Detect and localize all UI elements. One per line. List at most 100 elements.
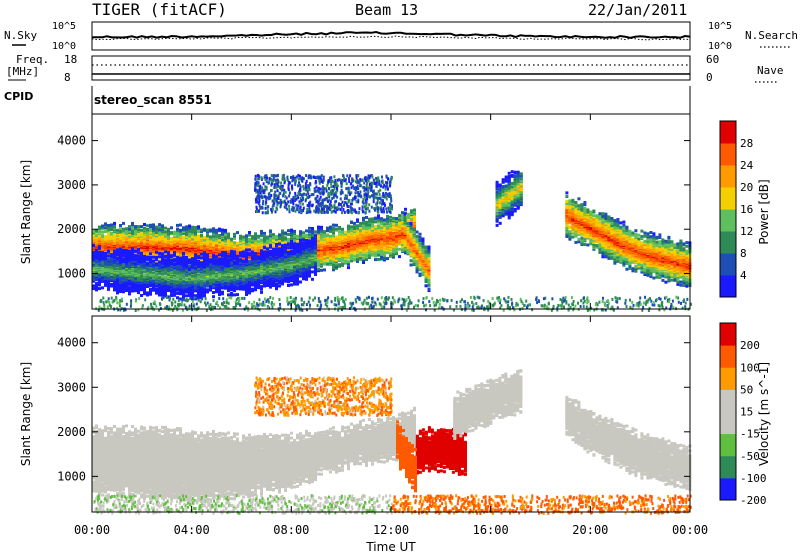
scatter-cell — [302, 235, 305, 238]
scatter-cell — [200, 234, 203, 237]
scatter-cell — [215, 229, 218, 232]
scatter-cell — [392, 222, 395, 225]
scatter-cell — [107, 232, 110, 235]
scatter-cell — [383, 219, 386, 222]
scatter-cell — [173, 238, 176, 241]
scatter-cell — [374, 225, 377, 228]
scatter-cell — [197, 234, 200, 237]
nsky-tick-top: 10^5 — [52, 21, 76, 32]
scatter-cell — [158, 236, 161, 239]
scatter-cell — [227, 239, 230, 242]
scatter-cell — [143, 227, 146, 230]
scatter-cell — [131, 222, 134, 225]
scatter-cell — [368, 218, 371, 221]
freq-panel: Freq. [MHz] 18 8 60 0 Nave — [6, 53, 784, 84]
scatter-cell — [113, 222, 116, 225]
scatter-cell — [221, 233, 224, 236]
scatter-cell — [125, 231, 128, 234]
scatter-cell — [323, 241, 326, 244]
scatter-cell — [311, 227, 314, 230]
scatter-cell — [365, 258, 368, 261]
scatter-cell — [350, 225, 353, 228]
scatter-cell — [206, 229, 209, 232]
scatter-cell — [227, 233, 230, 236]
scatter-cell — [377, 219, 380, 222]
scatter-cell — [356, 224, 359, 227]
scatter-cell — [308, 230, 311, 233]
scatter-cell — [149, 229, 152, 232]
scatter-cell — [248, 231, 251, 234]
scatter-cell — [170, 226, 173, 229]
scatter-cell — [281, 233, 284, 236]
scatter-cell — [374, 220, 377, 223]
scatter-cell — [185, 225, 188, 228]
scatter-cell — [212, 235, 215, 238]
scatter-cell — [398, 248, 401, 251]
scatter-cell — [305, 229, 308, 232]
scatter-cell — [368, 252, 371, 255]
scatter-cell — [332, 224, 335, 227]
scatter-cell — [158, 226, 161, 229]
scatter-cell — [272, 239, 275, 242]
scatter-cell — [389, 216, 392, 219]
scatter-cell — [188, 225, 191, 228]
scatter-cell — [347, 263, 350, 266]
scatter-cell — [287, 238, 290, 241]
scatter-cell — [236, 231, 239, 234]
cpid-value: stereo_scan 8551 — [94, 93, 212, 108]
scatter-cell — [350, 221, 353, 224]
scatter-cell — [152, 223, 155, 226]
scatter-cell — [176, 232, 179, 235]
scatter-cell — [362, 257, 365, 260]
scatter-cell — [398, 214, 401, 217]
scatter-cell — [314, 230, 317, 233]
scatter-cell — [404, 208, 407, 211]
scatter-cell — [137, 234, 140, 237]
scatter-cell — [356, 218, 359, 221]
power-data — [92, 170, 692, 312]
scatter-cell — [395, 217, 398, 220]
scatter-cell — [179, 229, 182, 232]
scatter-cell — [128, 228, 131, 231]
scatter-cell — [245, 234, 248, 237]
scatter-cell — [209, 235, 212, 238]
scatter-cell — [272, 233, 275, 236]
scatter-cell — [137, 225, 140, 228]
scatter-cell — [164, 230, 167, 233]
scatter-cell — [218, 228, 221, 231]
scatter-cell — [176, 228, 179, 231]
scatter-cell — [119, 227, 122, 230]
scatter-cell — [224, 233, 227, 236]
scatter-cell — [371, 217, 374, 220]
scatter-cell — [299, 230, 302, 233]
scatter-cell — [104, 235, 107, 238]
scatter-cell — [362, 217, 365, 220]
scatter-cell — [203, 236, 206, 239]
scatter-cell — [137, 228, 140, 231]
scatter-cell — [191, 226, 194, 229]
scatter-cell — [269, 233, 272, 236]
scatter-cell — [386, 215, 389, 218]
cpid-label: CPID — [4, 90, 33, 103]
scatter-cell — [113, 234, 116, 237]
scatter-cell — [362, 254, 365, 257]
scatter-cell — [365, 216, 368, 219]
scatter-cell — [254, 232, 257, 235]
scatter-cell — [263, 232, 266, 235]
scatter-cell — [287, 233, 290, 236]
nsky-line — [92, 32, 690, 38]
scatter-cell — [392, 217, 395, 220]
scatter-cell — [182, 236, 185, 239]
scatter-cell — [311, 231, 314, 234]
scatter-cell — [119, 236, 122, 239]
scatter-cell — [383, 253, 386, 256]
scatter-cell — [353, 225, 356, 228]
scatter-cell — [320, 269, 323, 272]
scatter-cell — [368, 223, 371, 226]
scatter-cell — [149, 224, 152, 227]
scatter-cell — [386, 257, 389, 260]
scatter-cell — [332, 227, 335, 230]
scatter-cell — [305, 234, 308, 237]
scatter-cell — [359, 222, 362, 225]
scatter-cell — [98, 226, 101, 229]
